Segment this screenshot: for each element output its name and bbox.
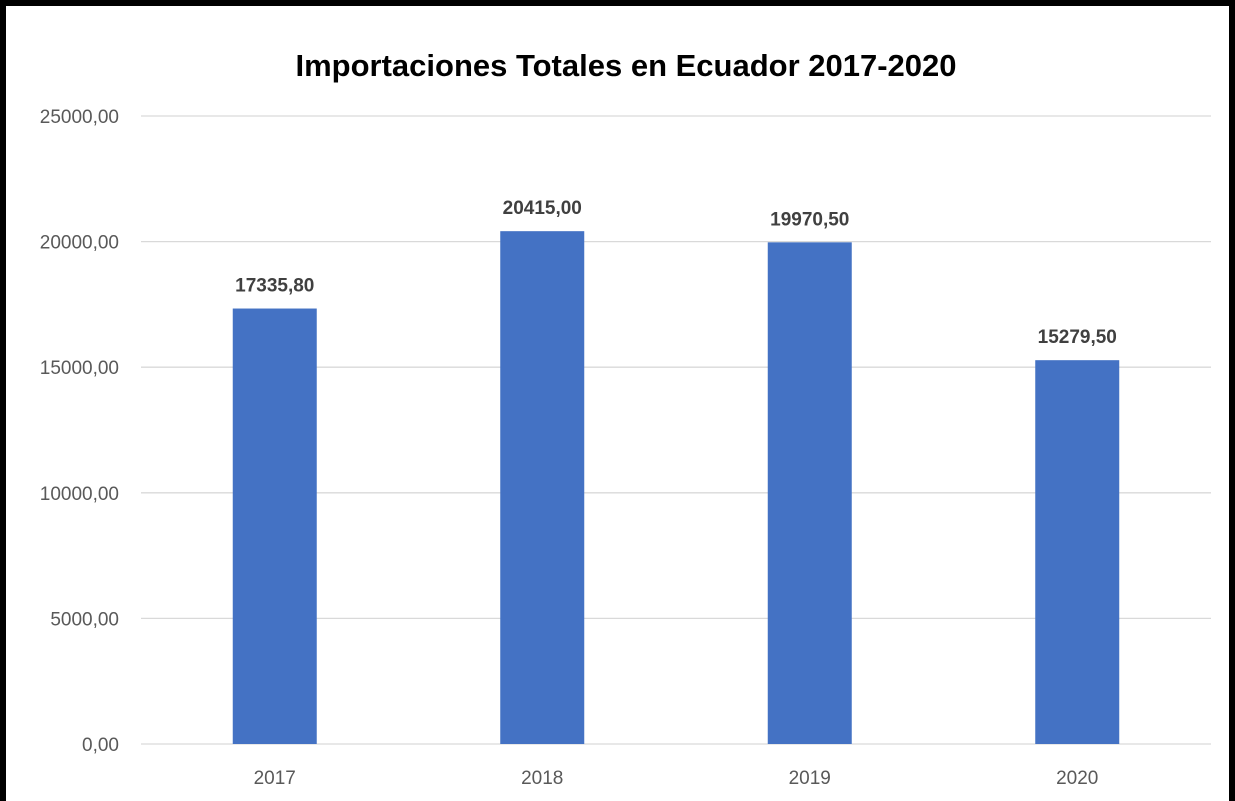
x-axis-tick-labels: 2017 2018 2019 2020 [254,768,1099,789]
bar-2018 [500,231,585,745]
data-label-2020: 15279,50 [1038,327,1117,348]
bars [232,231,1120,745]
bar-2019 [767,242,852,744]
data-label-2019: 19970,50 [770,209,849,230]
y-tick-label: 15000,00 [40,358,119,379]
x-tick-label-2017: 2017 [254,768,296,789]
x-tick-label-2019: 2019 [789,768,831,789]
chart-title: Importaciones Totales en Ecuador 2017-20… [295,48,956,83]
y-tick-label: 10000,00 [40,484,119,505]
y-tick-label: 0,00 [82,735,119,756]
x-tick-label-2018: 2018 [521,768,563,789]
bar-2017 [232,308,317,744]
data-label-2017: 17335,80 [235,276,314,297]
y-tick-label: 25000,00 [40,107,119,128]
x-tick-label-2020: 2020 [1056,768,1098,789]
data-label-2018: 20415,00 [503,198,582,219]
gridlines [141,115,1211,745]
y-tick-label: 20000,00 [40,233,119,254]
y-tick-label: 5000,00 [50,609,119,630]
y-axis-tick-labels: 0,00 5000,00 10000,00 15000,00 20000,00 25000… [40,107,119,756]
data-labels: 17335,80 20415,00 19970,50 15279,50 [235,198,1117,348]
bar-2020 [1035,360,1120,744]
bar-chart: Importaciones Totales en Ecuador 2017-20… [40,48,1211,789]
